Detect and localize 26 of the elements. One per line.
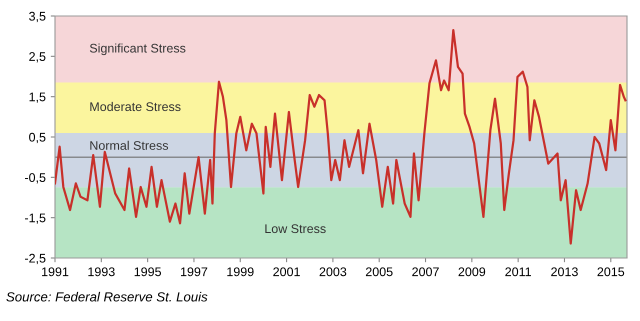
x-tick-label: 2003 xyxy=(320,267,346,276)
x-tick-label: 1993 xyxy=(88,267,115,276)
x-tick-label: 2005 xyxy=(366,267,393,276)
x-tick-label: 2011 xyxy=(505,267,531,276)
x-tick-label: 2007 xyxy=(412,267,439,276)
x-tick-label: 1995 xyxy=(134,267,162,276)
y-tick-label: 3,5 xyxy=(29,12,46,22)
x-tick-label: 2013 xyxy=(551,267,578,276)
band-label: Low Stress xyxy=(265,224,326,234)
x-tick-label: 2009 xyxy=(458,267,486,276)
y-tick-label: -2,5 xyxy=(24,254,46,264)
y-tick-label: -1,5 xyxy=(24,214,46,224)
x-tick-label: 1999 xyxy=(227,267,254,276)
x-tick-label: 2015 xyxy=(598,267,624,276)
x-tick-label: 1997 xyxy=(181,267,208,276)
band-label: Normal Stress xyxy=(90,140,168,150)
y-tick-label: 2,5 xyxy=(29,52,46,62)
x-tick-label: 2001 xyxy=(273,267,300,276)
band-label: Significant Stress xyxy=(90,43,186,56)
y-tick-label: 0,5 xyxy=(29,132,46,144)
band-label: Moderate Stress xyxy=(90,102,181,112)
line-series xyxy=(55,29,626,245)
source-note: Source: Federal Reserve St. Louis xyxy=(6,292,208,302)
x-tick-label: 1991 xyxy=(42,267,68,276)
y-tick-label: -0,5 xyxy=(24,173,46,184)
y-tick-label: 1,5 xyxy=(30,92,46,103)
